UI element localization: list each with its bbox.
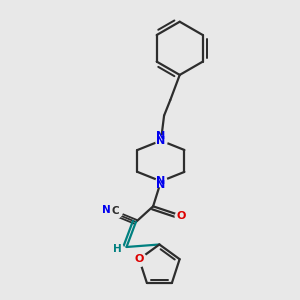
Text: O: O bbox=[134, 254, 144, 264]
Text: N: N bbox=[102, 206, 111, 215]
Text: N: N bbox=[156, 131, 166, 141]
Text: N: N bbox=[156, 176, 166, 186]
Text: O: O bbox=[177, 211, 186, 221]
Text: C: C bbox=[111, 206, 119, 216]
Text: H: H bbox=[113, 244, 122, 254]
Text: N: N bbox=[156, 180, 166, 190]
Text: N: N bbox=[156, 136, 166, 146]
